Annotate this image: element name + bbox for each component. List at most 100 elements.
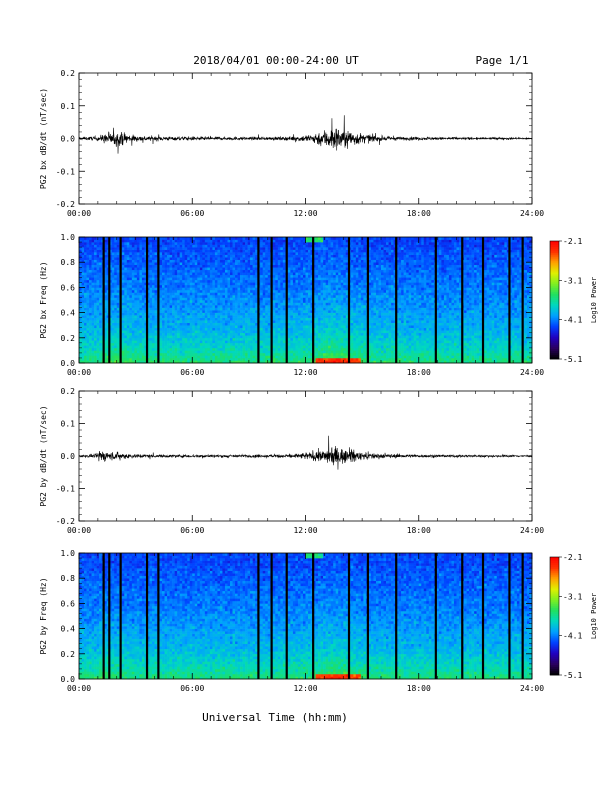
spectrogram-cell <box>205 247 208 250</box>
spectrogram-cell <box>283 300 286 303</box>
spectrogram-cell <box>316 338 319 341</box>
spectrogram-cell <box>92 315 95 318</box>
spectrogram-cell <box>212 262 215 265</box>
spectrogram-cell <box>321 262 324 265</box>
spectrogram-cell <box>200 245 203 248</box>
spectrogram-cell <box>149 252 152 255</box>
spectrogram-cell <box>170 265 173 268</box>
spectrogram-cell <box>160 240 163 243</box>
spectrogram-cell <box>177 250 180 253</box>
spectrogram-cell <box>205 323 208 326</box>
spectrogram-cell <box>306 310 309 313</box>
spectrogram-cell <box>192 247 195 250</box>
spectrogram-cell <box>89 335 92 338</box>
spectrogram-cell <box>175 353 178 356</box>
spectrogram-cell <box>185 252 188 255</box>
spectrogram-cell <box>137 282 140 285</box>
spectrogram-cell <box>124 310 127 313</box>
spectrogram-cell <box>185 350 188 353</box>
spectrogram-cell <box>155 280 158 283</box>
spectrogram-cell <box>306 330 309 333</box>
spectrogram-cell <box>225 313 228 316</box>
spectrogram-cell <box>212 300 215 303</box>
spectrogram-cell <box>165 343 168 346</box>
spectrogram-cell <box>215 280 218 283</box>
spectrogram-cell <box>225 237 228 240</box>
spectrogram-cell <box>142 305 145 308</box>
spectrogram-cell <box>318 333 321 336</box>
spectrogram-cell <box>227 297 230 300</box>
spectrogram-cell <box>167 343 170 346</box>
spectrogram-cell <box>215 303 218 306</box>
spectrogram-cell <box>233 250 236 253</box>
spectrogram-cell <box>265 252 268 255</box>
spectrogram-cell <box>306 272 309 275</box>
spectrogram-cell <box>92 338 95 341</box>
spectrogram-cell <box>134 318 137 321</box>
spectrogram-cell <box>227 292 230 295</box>
spectrogram-cell <box>97 245 100 248</box>
spectrogram-cell <box>117 348 120 351</box>
spectrogram-cell <box>127 252 130 255</box>
spectrogram-cell <box>280 320 283 323</box>
spectrogram-cell <box>117 328 120 331</box>
spectrogram-cell <box>200 320 203 323</box>
spectrogram-cell <box>306 340 309 343</box>
spectrogram-cell <box>280 297 283 300</box>
spectrogram-cell <box>132 267 135 270</box>
spectrogram-cell <box>220 265 223 268</box>
spectrogram-cell <box>280 247 283 250</box>
spectrogram-cell <box>323 267 326 270</box>
spectrogram-cell <box>94 348 97 351</box>
spectrogram-cell <box>298 338 301 341</box>
spectrogram-cell <box>149 303 152 306</box>
spectrogram-cell <box>217 275 220 278</box>
spectrogram-cell <box>124 237 127 240</box>
spectrogram-cell <box>235 338 238 341</box>
spectrogram-cell <box>177 242 180 245</box>
spectrogram-cell <box>177 325 180 328</box>
spectrogram-cell <box>124 282 127 285</box>
spectrogram-cell <box>97 313 100 316</box>
spectrogram-cell <box>152 297 155 300</box>
spectrogram-cell <box>238 343 241 346</box>
spectrogram-cell <box>268 308 271 311</box>
spectrogram-cell <box>321 330 324 333</box>
spectrogram-cell <box>321 323 324 326</box>
spectrogram-cell <box>117 282 120 285</box>
spectrogram-cell <box>215 328 218 331</box>
spectrogram-cell <box>283 343 286 346</box>
spectrogram-cell <box>293 287 296 290</box>
spectrogram-cell <box>260 247 263 250</box>
spectrogram-cell <box>137 320 140 323</box>
spectrogram-cell <box>260 350 263 353</box>
spectrogram-cell <box>142 275 145 278</box>
spectrogram-cell <box>253 305 256 308</box>
spectrogram-cell <box>263 348 266 351</box>
spectrogram-cell <box>240 267 243 270</box>
spectrogram-cell <box>92 303 95 306</box>
spectrogram-cell <box>316 285 319 288</box>
spectrogram-cell <box>275 343 278 346</box>
spectrogram-cell <box>97 343 100 346</box>
spectrogram-cell <box>245 265 248 268</box>
spectrogram-cell <box>165 250 168 253</box>
spectrogram-cell <box>220 325 223 328</box>
spectrogram-cell <box>298 282 301 285</box>
spectrogram-cell <box>268 315 271 318</box>
spectrogram-cell <box>202 252 205 255</box>
spectrogram-cell <box>182 292 185 295</box>
spectrogram-cell <box>112 300 115 303</box>
spectrogram-cell <box>290 262 293 265</box>
spectrogram-cell <box>308 272 311 275</box>
spectrogram-cell <box>124 245 127 248</box>
spectrogram-cell <box>278 313 281 316</box>
spectrogram-cell <box>225 262 228 265</box>
spectrogram-cell <box>200 240 203 243</box>
spectrogram-cell <box>308 252 311 255</box>
spectrogram-cell <box>180 355 183 358</box>
spectrogram-cell <box>323 303 326 306</box>
spectrogram-cell <box>197 305 200 308</box>
spectrogram-cell <box>192 297 195 300</box>
spectrogram-cell <box>263 272 266 275</box>
